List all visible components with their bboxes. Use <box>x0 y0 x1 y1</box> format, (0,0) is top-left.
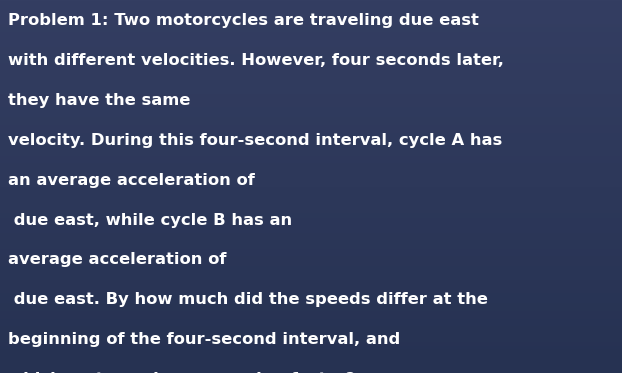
Text: beginning of the four-second interval, and: beginning of the four-second interval, a… <box>8 332 401 347</box>
Text: Problem 1: Two motorcycles are traveling due east: Problem 1: Two motorcycles are traveling… <box>8 13 479 28</box>
Text: due east, while cycle B has an: due east, while cycle B has an <box>8 213 292 228</box>
Text: an average acceleration of: an average acceleration of <box>8 173 255 188</box>
Text: due east. By how much did the speeds differ at the: due east. By how much did the speeds dif… <box>8 292 488 307</box>
Text: velocity. During this four-second interval, cycle A has: velocity. During this four-second interv… <box>8 133 503 148</box>
Text: with different velocities. However, four seconds later,: with different velocities. However, four… <box>8 53 504 68</box>
Text: they have the same: they have the same <box>8 93 190 108</box>
Text: average acceleration of: average acceleration of <box>8 253 226 267</box>
Text: which motorcycle was moving faster?: which motorcycle was moving faster? <box>8 372 355 373</box>
